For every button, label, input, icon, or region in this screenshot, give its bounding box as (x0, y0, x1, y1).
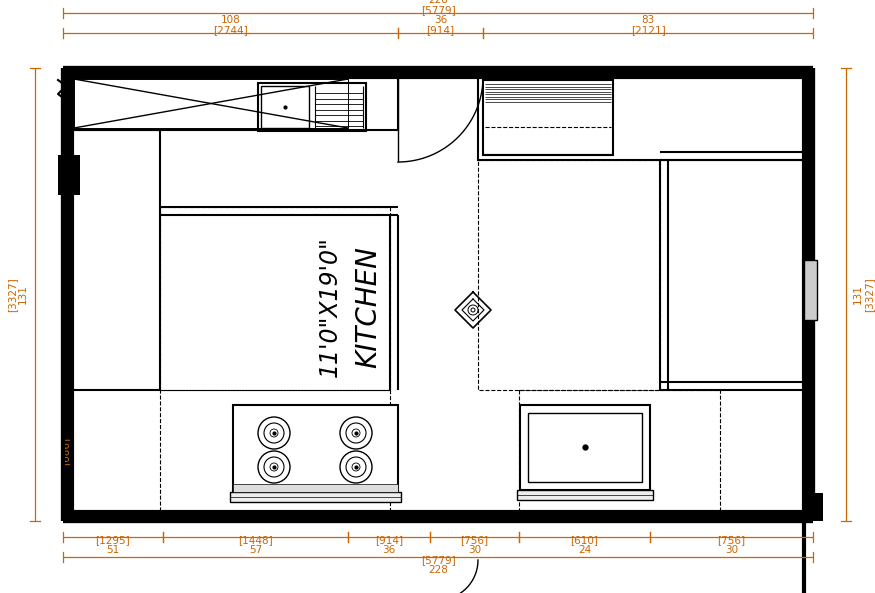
Text: [1448]: [1448] (238, 535, 273, 545)
Text: [660]: [660] (678, 426, 688, 454)
Text: 79: 79 (269, 387, 282, 397)
Bar (517, 490, 653, 500)
Text: [2121]: [2121] (631, 25, 665, 35)
Text: 108: 108 (220, 15, 241, 25)
Text: 104: 104 (707, 265, 717, 285)
Text: [914]: [914] (426, 25, 455, 35)
Text: [3327]: [3327] (864, 277, 874, 312)
Text: 27: 27 (193, 435, 203, 448)
Text: KITCHEN: KITCHEN (354, 246, 382, 368)
Text: [2007]: [2007] (258, 397, 292, 407)
Text: [2744]: [2744] (214, 25, 248, 35)
Text: 62: 62 (101, 296, 111, 309)
Bar (63, 512, 813, 521)
Bar (58, 155, 80, 195)
Bar (258, 83, 366, 131)
Bar (230, 492, 401, 502)
Text: [914]: [914] (375, 535, 403, 545)
Bar (233, 405, 398, 492)
Text: [584]: [584] (718, 437, 728, 465)
Bar (72, 77, 804, 512)
Text: [610]: [610] (570, 535, 598, 545)
Bar (72, 77, 398, 130)
Text: [1511]: [1511] (551, 397, 586, 407)
Text: 131: 131 (18, 285, 28, 304)
Text: 57: 57 (248, 545, 262, 555)
Bar (528, 413, 642, 482)
Text: [3327]: [3327] (7, 277, 17, 312)
Bar (803, 493, 823, 521)
Text: 30: 30 (724, 545, 738, 555)
Text: 228: 228 (428, 0, 448, 5)
Text: [686]: [686] (182, 427, 192, 455)
Bar (804, 68, 813, 521)
Text: 51: 51 (107, 545, 120, 555)
Text: 11'0"X19'0": 11'0"X19'0" (318, 237, 342, 377)
Text: [756]: [756] (460, 535, 488, 545)
Text: 83: 83 (641, 15, 654, 25)
Bar (261, 86, 309, 128)
Text: [2642]: [2642] (718, 257, 728, 292)
Bar (804, 260, 817, 320)
Bar (72, 130, 160, 390)
Text: 131: 131 (853, 285, 863, 304)
Bar (520, 405, 650, 490)
Text: [1295]: [1295] (95, 535, 130, 545)
Text: 36: 36 (434, 15, 447, 25)
Bar (478, 77, 804, 160)
Text: [686]: [686] (60, 437, 70, 465)
Text: 228: 228 (428, 565, 448, 575)
Text: 27: 27 (71, 444, 81, 458)
Text: [2032]: [2032] (258, 212, 292, 222)
Text: 30: 30 (468, 545, 481, 555)
Text: [5779]: [5779] (421, 5, 455, 15)
Text: 23: 23 (707, 444, 717, 458)
Bar (63, 68, 72, 521)
Text: [756]: [756] (718, 535, 746, 545)
Text: [5779]: [5779] (421, 555, 455, 565)
Bar (74, 79, 348, 128)
Text: 26: 26 (667, 433, 677, 447)
Bar (483, 80, 613, 155)
Text: 60: 60 (563, 387, 576, 397)
Text: [2007]: [2007] (90, 285, 100, 320)
Text: 80: 80 (269, 202, 282, 212)
Bar (233, 484, 398, 492)
Bar (63, 68, 813, 77)
Text: 36: 36 (382, 545, 396, 555)
Text: 24: 24 (578, 545, 592, 555)
